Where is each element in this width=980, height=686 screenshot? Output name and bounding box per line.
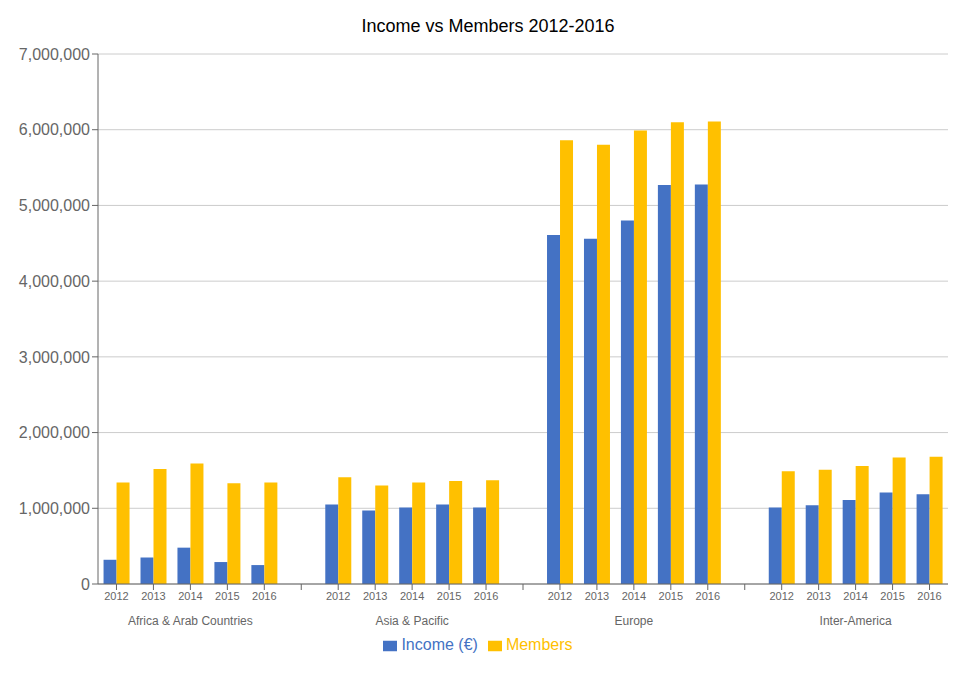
svg-text:2015: 2015 <box>437 590 461 602</box>
svg-text:2014: 2014 <box>400 590 424 602</box>
svg-text:2012: 2012 <box>104 590 128 602</box>
svg-text:2013: 2013 <box>363 590 387 602</box>
svg-text:2016: 2016 <box>917 590 941 602</box>
svg-text:Asia & Pacific: Asia & Pacific <box>375 614 448 628</box>
html-text:Income vs Members 2012-2016: Income vs Members 2012-2016 <box>361 16 615 36</box>
svg-text:2014: 2014 <box>843 590 867 602</box>
svg-text:7,000,000: 7,000,000 <box>19 46 90 63</box>
svg-text:2016: 2016 <box>696 590 720 602</box>
html-text:Income (€): Income (€) <box>401 636 478 653</box>
svg-text:2012: 2012 <box>769 590 793 602</box>
svg-text:2014: 2014 <box>622 590 646 602</box>
svg-text:Inter-America: Inter-America <box>820 614 892 628</box>
svg-text:3,000,000: 3,000,000 <box>19 349 90 366</box>
svg-text:2013: 2013 <box>585 590 609 602</box>
svg-text:2015: 2015 <box>659 590 683 602</box>
svg-text:6,000,000: 6,000,000 <box>19 121 90 138</box>
svg-text:Africa & Arab Countries: Africa & Arab Countries <box>128 614 253 628</box>
svg-text:2016: 2016 <box>252 590 276 602</box>
svg-text:1,000,000: 1,000,000 <box>19 500 90 517</box>
svg-text:4,000,000: 4,000,000 <box>19 273 90 290</box>
svg-text:2012: 2012 <box>326 590 350 602</box>
svg-text:2012: 2012 <box>548 590 572 602</box>
svg-text:2016: 2016 <box>474 590 498 602</box>
svg-text:2013: 2013 <box>141 590 165 602</box>
svg-text:Europe: Europe <box>615 614 654 628</box>
svg-text:0: 0 <box>81 576 90 593</box>
svg-text:2015: 2015 <box>880 590 904 602</box>
svg-text:5,000,000: 5,000,000 <box>19 197 90 214</box>
svg-text:2,000,000: 2,000,000 <box>19 424 90 441</box>
svg-text:2014: 2014 <box>178 590 202 602</box>
svg-text:2015: 2015 <box>215 590 239 602</box>
svg-text:2013: 2013 <box>806 590 830 602</box>
html-text:Members: Members <box>505 636 573 653</box>
